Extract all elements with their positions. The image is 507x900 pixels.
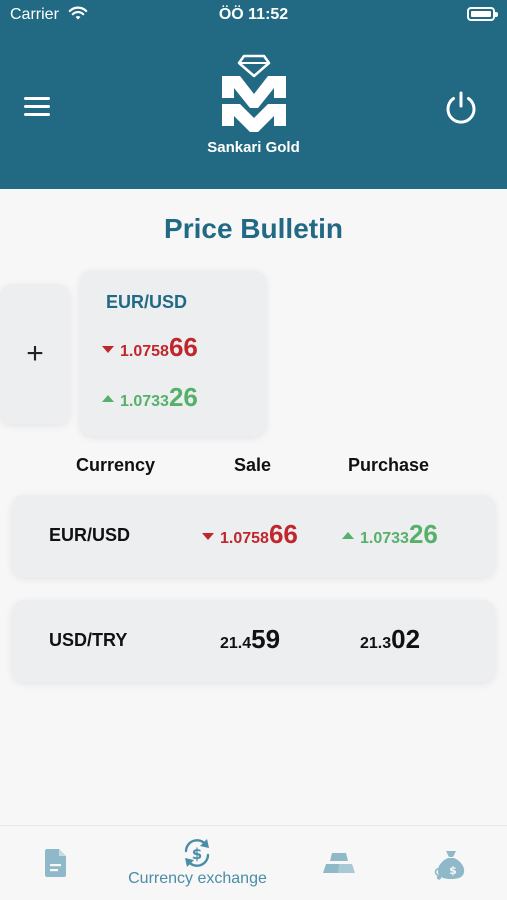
- favorite-sale-price: 1.0758 66: [102, 332, 198, 363]
- page-title: Price Bulletin: [164, 213, 343, 244]
- favorite-purchase-price: 1.0733 26: [102, 382, 198, 413]
- hamburger-menu-icon[interactable]: [24, 97, 52, 119]
- money-bag-icon: $: [434, 851, 465, 880]
- tab-savings[interactable]: $: [412, 826, 488, 900]
- status-bar: Carrier ÖÖ 11:52: [0, 0, 507, 32]
- table-row[interactable]: USD/TRY 21.4 59 21.3 02: [12, 600, 495, 682]
- trend-down-icon: [102, 346, 114, 353]
- tab-label: Currency exchange: [128, 870, 267, 887]
- tab-bar: $ Currency exchange $: [0, 825, 507, 900]
- currency-exchange-icon: $: [184, 839, 210, 867]
- sale-price: 1.0758 66: [202, 519, 298, 550]
- wifi-icon: [68, 6, 88, 20]
- tab-gold[interactable]: [300, 826, 376, 900]
- carrier-label: Carrier: [10, 6, 59, 23]
- svg-text:$: $: [192, 845, 202, 863]
- brand-name: Sankari Gold: [207, 139, 300, 156]
- status-time: ÖÖ 11:52: [218, 6, 289, 23]
- battery-icon: [467, 7, 498, 21]
- favorite-rate-card[interactable]: EUR/USD 1.0758 66 1.0733 26: [80, 270, 266, 436]
- gold-bars-icon: [323, 853, 355, 873]
- sankari-gold-logo-icon: [222, 54, 286, 132]
- trend-up-icon: [342, 532, 354, 539]
- trend-up-icon: [102, 395, 114, 402]
- sale-price: 21.4 59: [220, 624, 281, 654]
- power-icon[interactable]: [443, 90, 479, 126]
- plus-icon: +: [26, 337, 44, 370]
- currency-pair: USD/TRY: [49, 630, 128, 650]
- column-header-purchase: Purchase: [348, 455, 430, 475]
- tab-currency-exchange[interactable]: $ Currency exchange: [120, 826, 275, 900]
- tab-documents[interactable]: [20, 826, 92, 900]
- purchase-price: 21.3 02: [360, 624, 421, 654]
- column-header-sale: Sale: [234, 455, 272, 475]
- table-row[interactable]: EUR/USD 1.0758 66 1.0733 26: [12, 495, 495, 577]
- trend-down-icon: [202, 533, 214, 540]
- header: Carrier ÖÖ 11:52 Sankari Gold: [0, 0, 507, 189]
- add-favorite-button[interactable]: +: [0, 284, 70, 424]
- currency-pair: EUR/USD: [49, 525, 131, 545]
- column-header-currency: Currency: [76, 455, 156, 475]
- document-icon: [45, 849, 66, 877]
- svg-text:$: $: [449, 864, 457, 877]
- favorite-pair: EUR/USD: [106, 292, 188, 312]
- purchase-price: 1.0733 26: [342, 519, 438, 550]
